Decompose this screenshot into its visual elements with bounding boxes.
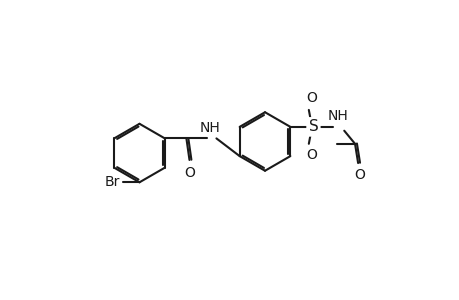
Text: O: O: [306, 91, 317, 105]
Text: Br: Br: [105, 175, 120, 189]
Text: O: O: [353, 168, 364, 182]
Text: O: O: [306, 148, 317, 162]
Text: NH: NH: [200, 121, 220, 135]
Text: O: O: [184, 166, 195, 180]
Text: NH: NH: [327, 109, 348, 123]
Text: S: S: [308, 119, 318, 134]
